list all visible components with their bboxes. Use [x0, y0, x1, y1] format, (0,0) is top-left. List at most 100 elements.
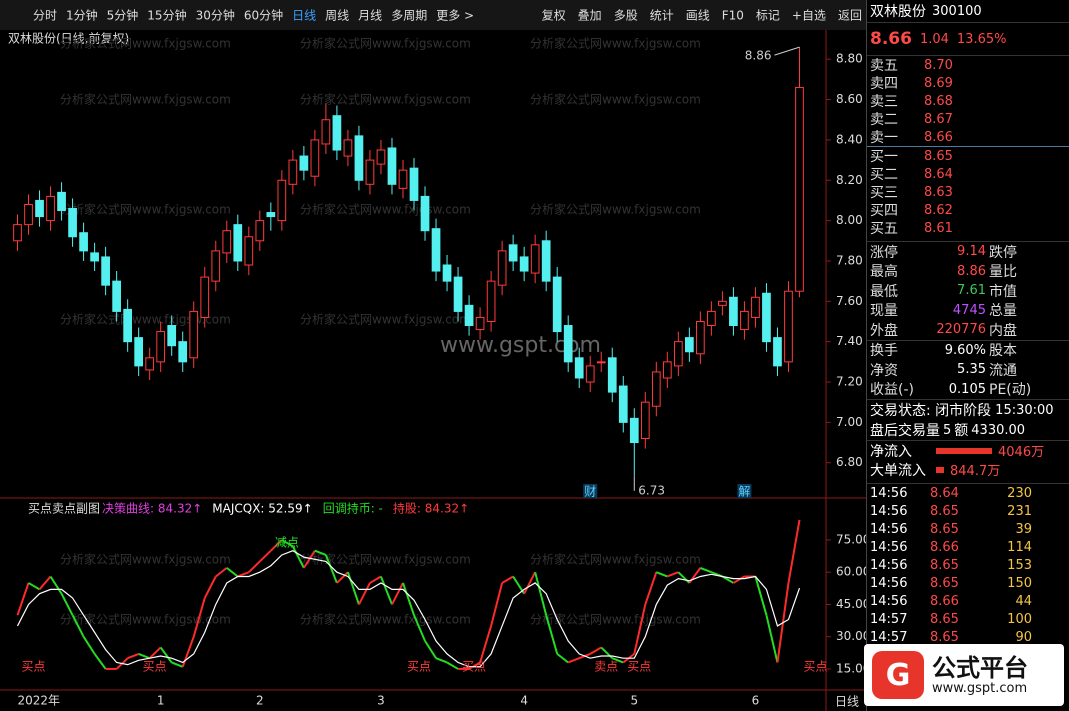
panel-text: 150 [1007, 575, 1032, 591]
panel-text: 9.60% [944, 342, 986, 358]
panel-text: 8.68 [924, 93, 953, 109]
toolbar-button[interactable]: 1分钟 [66, 8, 98, 23]
signal-label: 买点 [462, 660, 486, 674]
y-tick-label: 15.00 [836, 661, 866, 675]
candle-body [57, 191, 66, 212]
panel-text: 净流入 [870, 443, 912, 460]
panel-row [867, 479, 1069, 484]
toolbar-button[interactable]: 复权 [542, 9, 566, 23]
panel-text: 8.66 [930, 539, 959, 555]
signal-label: 买点 [143, 660, 167, 674]
x-tick-label: 6 [752, 694, 760, 708]
toolbar-button[interactable]: 分时 [33, 9, 57, 23]
toolbar-button[interactable]: 叠加 [578, 9, 602, 23]
decision-segment [765, 614, 779, 663]
panel-text: 231 [1007, 503, 1032, 519]
decision-segment [215, 567, 228, 578]
decision-segment [556, 653, 569, 664]
panel-text: 外盘 [870, 322, 898, 339]
panel-text: 8.67 [924, 111, 953, 127]
candle-body [508, 244, 518, 262]
toolbar-button[interactable]: 更多 > [436, 9, 474, 23]
decision-segment [291, 545, 305, 569]
decision-segment [391, 582, 404, 605]
toolbar-button[interactable]: 统计 [650, 9, 674, 23]
candle-body [784, 290, 793, 363]
toolbar-button[interactable]: 多股 [614, 9, 638, 23]
decision-segment [633, 604, 647, 655]
toolbar-button[interactable]: 标记 [756, 9, 780, 23]
decision-segment [721, 575, 734, 584]
panel-text: 8.65 [930, 611, 959, 627]
toolbar-bg [0, 0, 866, 30]
candle-body [497, 250, 507, 286]
decision-segment [38, 575, 52, 591]
chart-title: 双林股份(日线,前复权) [8, 31, 129, 46]
panel-row: 交易状态: 闭市阶段 15:30:00 [867, 399, 1069, 420]
decision-segment [82, 636, 96, 655]
watermark: 分析家公式网www.fxjgsw.com [530, 612, 701, 627]
candle-body [156, 331, 166, 363]
toolbar-button[interactable]: 30分钟 [196, 8, 235, 23]
candle-body [13, 224, 22, 242]
panel-row [867, 237, 1069, 242]
candle-body [354, 135, 364, 181]
candle-body [90, 252, 99, 262]
candle-body [718, 300, 727, 306]
candle-body [134, 337, 144, 367]
toolbar-button[interactable]: 5分钟 [107, 8, 139, 23]
panel-text: 最高 [870, 264, 898, 281]
panel-text: 买四 [870, 203, 898, 219]
decision-segment [324, 554, 338, 584]
decision-segment [270, 539, 283, 552]
toolbar-button[interactable]: 15分钟 [147, 8, 186, 23]
panel-row: 买一 8.65 [867, 147, 1069, 166]
panel-text: 13.65% [956, 31, 1007, 47]
toolbar-button[interactable]: +自选 [792, 9, 826, 23]
toolbar-button[interactable]: 多周期 [391, 9, 427, 23]
panel-text: 8.86 [957, 263, 986, 279]
bottom-tab[interactable]: 日线 [835, 695, 859, 709]
candle-body [464, 304, 474, 327]
panel-text: 8.65 [924, 148, 953, 164]
toolbar-button[interactable]: 日线 [292, 9, 316, 23]
y-tick-label: 8.40 [836, 132, 863, 146]
panel-text: 0.105 [948, 381, 986, 397]
toolbar-button[interactable]: F10 [722, 9, 744, 23]
panel-row: 卖三 8.68 [867, 92, 1069, 111]
panel-row: 14:56 8.66 114 [867, 538, 1069, 556]
panel-text: 额 [954, 423, 969, 439]
toolbar-button[interactable]: 画线 [686, 9, 710, 23]
panel-text: 盘后交易量 [870, 423, 940, 439]
candle-body [288, 159, 298, 185]
legend-entry: MAJCQX: 52.59↑ [212, 502, 312, 516]
candle-body [519, 256, 529, 272]
candle-body [729, 296, 738, 327]
panel-row: 14:56 8.66 44 [867, 592, 1069, 610]
signal-label: 买点 [22, 660, 46, 674]
decision-segment [787, 519, 801, 584]
candle-body [398, 169, 408, 189]
toolbar-button[interactable]: 周线 [325, 9, 349, 23]
y-tick-label: 6.80 [836, 455, 863, 469]
panel-row: 盘后交易量 5 额 4330.00 [867, 420, 1069, 441]
panel-text: PE(动) [989, 382, 1032, 399]
decision-segment [259, 549, 272, 563]
panel-row: 买二 8.64 [867, 165, 1069, 184]
decision-segment [181, 636, 195, 668]
panel-text: 8.62 [924, 202, 953, 218]
candle-body [563, 325, 573, 363]
candle-body [696, 320, 705, 355]
decision-segment [666, 571, 679, 578]
min-label: 6.73 [638, 483, 665, 497]
toolbar-button[interactable]: 60分钟 [244, 8, 283, 23]
candle-body [762, 292, 771, 343]
panel-text: 买二 [870, 167, 898, 183]
toolbar-button[interactable]: 返回 [838, 9, 862, 23]
quote-panel: 双林股份 300100 8.66 1.04 13.65% 卖五 8.70 卖四 8.69 卖三 8.… [866, 0, 1069, 711]
candle-body [596, 361, 606, 364]
panel-text: 14:56 [870, 575, 908, 591]
toolbar-button[interactable]: 月线 [358, 9, 382, 23]
candle-body [112, 280, 121, 312]
watermark: 分析家公式网www.fxjgsw.com [300, 36, 471, 51]
